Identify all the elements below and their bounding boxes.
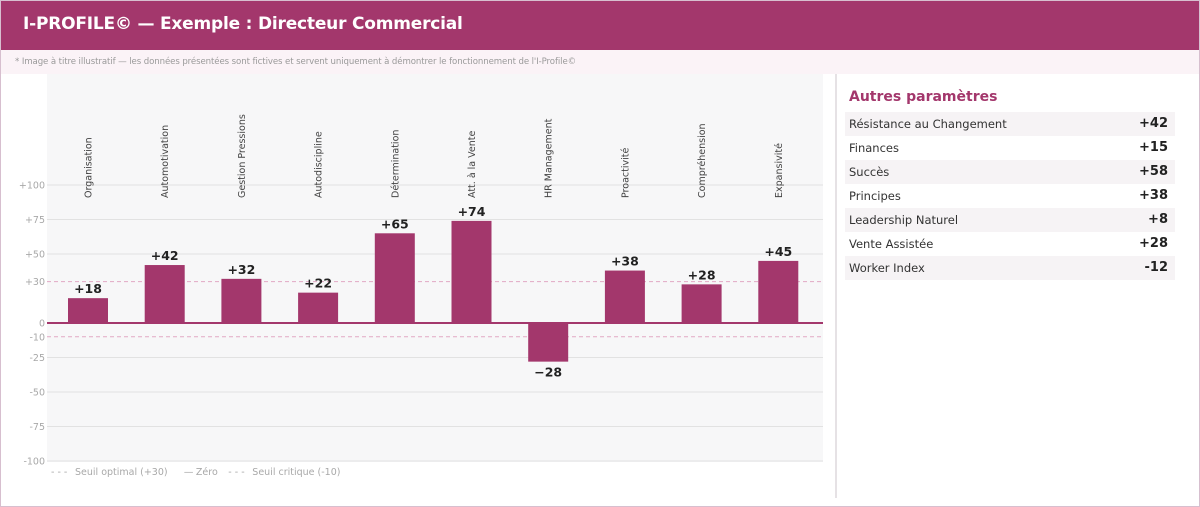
bar-value-label: +32 bbox=[227, 262, 255, 277]
parameter-value: -12 bbox=[1144, 260, 1169, 275]
parameter-row: Succès +58 bbox=[845, 160, 1175, 184]
y-tick-label: +75 bbox=[25, 215, 45, 226]
legend-symbol: — bbox=[184, 467, 194, 478]
parameter-value: +58 bbox=[1139, 164, 1168, 179]
parameter-label: Vente Assistée bbox=[849, 237, 934, 251]
parameter-label: Leadership Naturel bbox=[849, 213, 959, 227]
parameter-row: Finances +15 bbox=[845, 136, 1175, 160]
parameter-label: Succès bbox=[849, 165, 890, 179]
y-tick-label: +30 bbox=[25, 277, 45, 288]
y-tick-label: +100 bbox=[19, 181, 45, 192]
header-bar: I-PROFILE© — Exemple : Directeur Commerc… bbox=[1, 1, 1199, 50]
disclaimer-text: * Image à titre illustratif — les donnée… bbox=[15, 57, 577, 67]
parameter-row: Leadership Naturel +8 bbox=[845, 208, 1175, 232]
bar-value-label: +22 bbox=[304, 276, 332, 291]
disclaimer-bar: * Image à titre illustratif — les donnée… bbox=[1, 50, 1199, 74]
y-tick-label: -10 bbox=[29, 332, 45, 343]
parameter-value: +28 bbox=[1139, 236, 1168, 251]
legend-symbol: - - - bbox=[51, 467, 67, 478]
legend-label: Seuil optimal (+30) bbox=[75, 467, 168, 478]
bar bbox=[758, 260, 799, 323]
parameter-row: Worker Index -12 bbox=[845, 256, 1175, 280]
parameter-row: Principes +38 bbox=[845, 184, 1175, 208]
bar bbox=[604, 270, 645, 323]
bar bbox=[528, 323, 569, 362]
y-tick-label: +50 bbox=[25, 250, 45, 261]
category-label: Détermination bbox=[390, 130, 401, 198]
y-tick-label: -75 bbox=[29, 422, 45, 433]
other-parameters-panel: Autres paramètres Résistance au Changeme… bbox=[845, 86, 1185, 280]
category-label: Autodiscipline bbox=[314, 131, 325, 198]
y-tick-label: -50 bbox=[29, 388, 45, 399]
bar bbox=[681, 284, 722, 323]
category-label: Gestion Pressions bbox=[237, 114, 248, 198]
bar bbox=[144, 265, 185, 323]
bar bbox=[451, 220, 492, 323]
bar-value-label: +42 bbox=[151, 248, 179, 263]
parameter-row: Résistance au Changement +42 bbox=[845, 112, 1175, 136]
parameter-list: Résistance au Changement +42 Finances +15 Su… bbox=[845, 112, 1185, 280]
parameter-value: +15 bbox=[1139, 140, 1168, 155]
y-tick-label: -25 bbox=[29, 353, 45, 364]
chart-panel: +100 +75 +50 +30 0 -10 -25 -50 -75 -100 Organisati… bbox=[1, 74, 835, 505]
parameter-label: Principes bbox=[849, 189, 901, 203]
parameter-label: Résistance au Changement bbox=[849, 117, 1007, 131]
page-title: I-PROFILE© — Exemple : Directeur Commerc… bbox=[23, 14, 463, 34]
category-label: Organisation bbox=[84, 137, 95, 198]
panel-divider bbox=[835, 74, 837, 498]
parameter-label: Finances bbox=[849, 141, 899, 155]
parameter-label: Worker Index bbox=[849, 261, 925, 275]
bar-chart: +100 +75 +50 +30 0 -10 -25 -50 -75 -100 Organisati… bbox=[19, 74, 823, 478]
legend-label: Seuil critique (-10) bbox=[252, 467, 340, 478]
bar bbox=[298, 292, 339, 323]
other-parameters-title: Autres paramètres bbox=[849, 89, 998, 105]
bar bbox=[221, 278, 262, 323]
category-label: Automotivation bbox=[160, 125, 171, 198]
parameter-row: Vente Assistée +28 bbox=[845, 232, 1175, 256]
bar-value-label: +18 bbox=[74, 281, 102, 296]
category-label: Proactivité bbox=[620, 148, 631, 198]
bar-value-label: +28 bbox=[688, 267, 716, 282]
bar-value-label: +38 bbox=[611, 254, 639, 269]
category-label: Att. à la Vente bbox=[467, 131, 478, 198]
parameter-value: +8 bbox=[1148, 212, 1168, 227]
legend-label: Zéro bbox=[196, 467, 218, 478]
parameter-value: +38 bbox=[1139, 188, 1168, 203]
bar-value-label: +65 bbox=[381, 216, 409, 231]
bar-value-label: −28 bbox=[534, 365, 562, 380]
y-tick-label: -100 bbox=[23, 457, 45, 468]
bar-value-label: +74 bbox=[458, 204, 486, 219]
bar-value-label: +45 bbox=[764, 244, 792, 259]
category-label: HR Management bbox=[544, 118, 555, 198]
y-tick-label: 0 bbox=[39, 319, 45, 330]
category-label: Expansivité bbox=[774, 143, 785, 198]
category-label: Compréhension bbox=[697, 123, 708, 198]
bar bbox=[374, 233, 415, 323]
legend-symbol: - - - bbox=[228, 467, 244, 478]
parameter-value: +42 bbox=[1139, 116, 1168, 131]
bar bbox=[68, 298, 108, 323]
